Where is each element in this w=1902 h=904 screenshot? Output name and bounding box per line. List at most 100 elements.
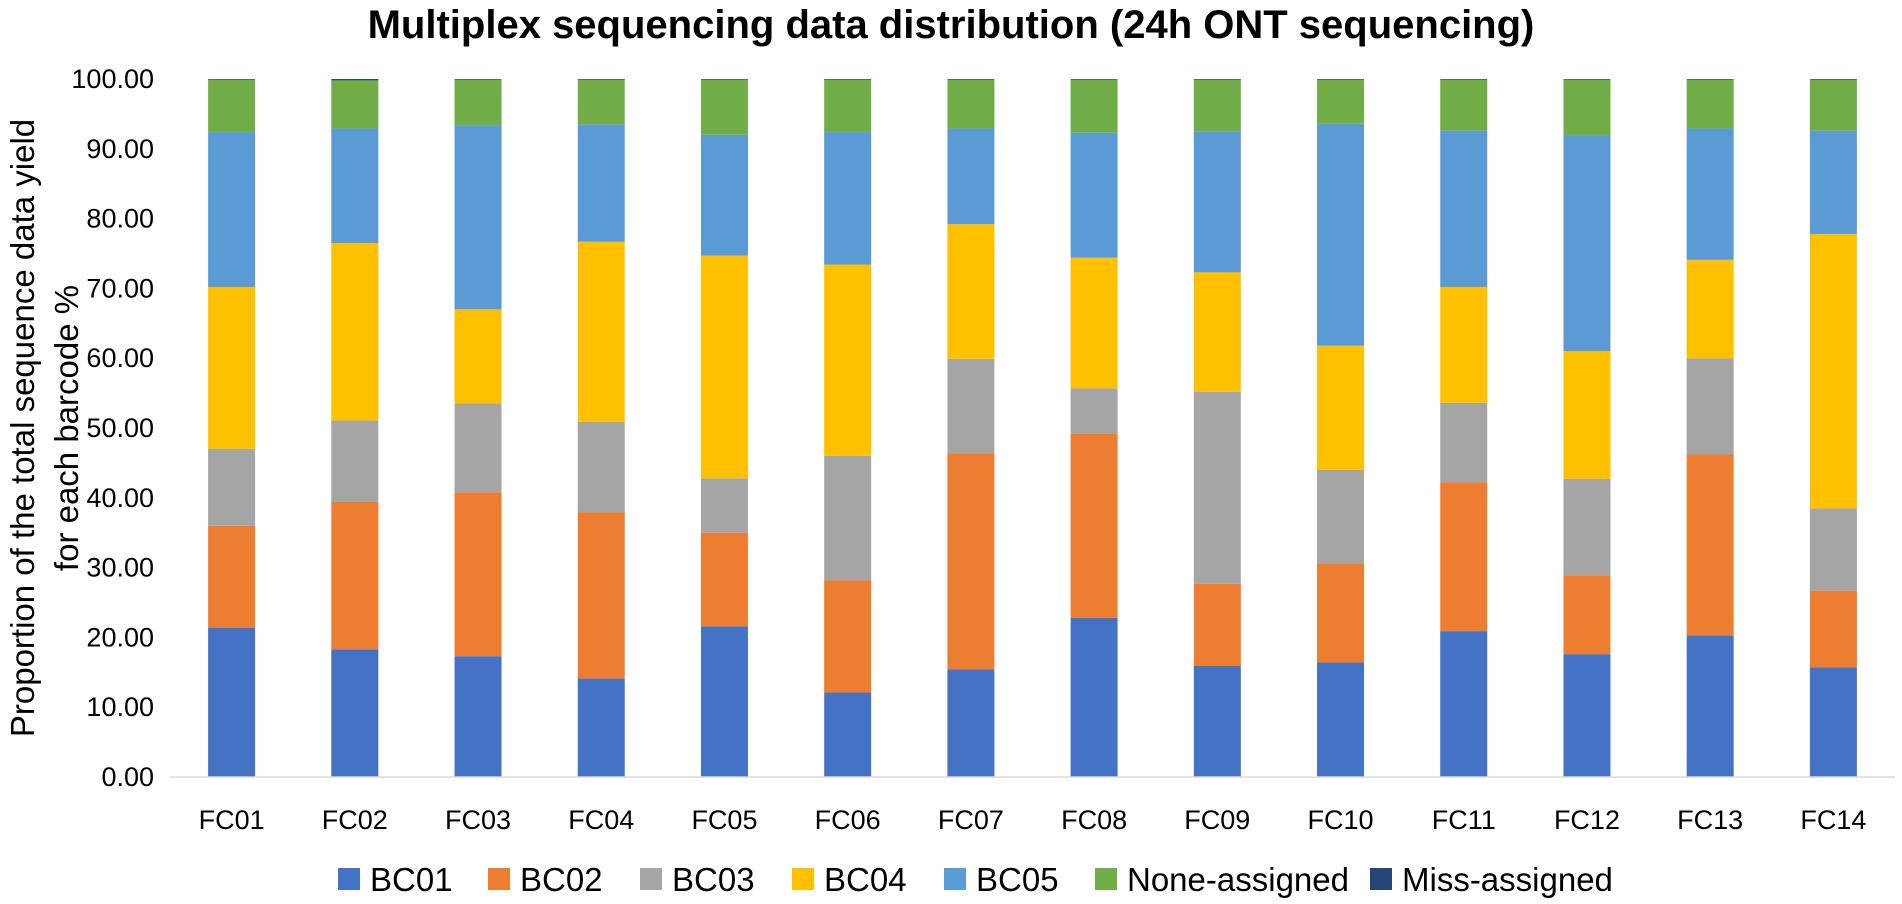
chart-title: Multiplex sequencing data distribution (… (367, 3, 1535, 47)
x-axis-ticks: FC01 FC02 FC03 FC04 FC05 FC06 FC07 FC08 FC09 FC10… (199, 805, 1867, 835)
legend-label-bc03: BC03 (672, 861, 755, 898)
legend-swatch-bc01 (338, 868, 360, 890)
bar-segment-bc03-fc12 (1563, 478, 1611, 576)
bar-segment-miss-assigned-fc03 (454, 79, 502, 80)
bar-segment-bc05-fc12 (1563, 135, 1611, 352)
bar-segment-miss-assigned-fc06 (824, 79, 872, 80)
y-tick-label: 40.00 (86, 483, 154, 513)
bar-segment-miss-assigned-fc09 (1193, 79, 1241, 80)
bar-segment-bc02-fc05 (700, 532, 748, 627)
bar-segment-bc03-fc14 (1809, 508, 1857, 591)
bar-segment-bc04-fc04 (577, 241, 625, 422)
bar-segment-miss-assigned-fc14 (1809, 79, 1857, 80)
x-tick-label: FC11 (1432, 805, 1496, 835)
legend-label-bc01: BC01 (370, 861, 453, 898)
bar-segment-bc04-fc09 (1193, 272, 1241, 392)
y-tick-label: 50.00 (86, 413, 154, 443)
bar-segment-bc05-fc13 (1686, 128, 1734, 260)
x-tick-label: FC10 (1308, 805, 1374, 835)
bar-segment-bc05-fc14 (1809, 130, 1857, 234)
y-axis-title-line: Proportion of the total sequence data yi… (4, 119, 41, 737)
bar-segment-bc04-fc11 (1440, 287, 1488, 403)
bar-segment-bc01-fc06 (824, 692, 872, 777)
bar-segment-none-assigned-fc12 (1563, 79, 1611, 136)
legend-swatch-miss-assigned (1370, 868, 1392, 890)
x-tick-label: FC12 (1554, 805, 1620, 835)
bar-segment-bc03-fc10 (1317, 469, 1365, 564)
bar-segment-bc04-fc13 (1686, 259, 1734, 359)
bar-segment-bc01-fc04 (577, 678, 625, 777)
bar-segment-bc03-fc05 (700, 478, 748, 533)
bar-segment-bc04-fc10 (1317, 345, 1365, 470)
bar-segment-bc02-fc04 (577, 512, 625, 679)
x-tick-label: FC06 (815, 805, 881, 835)
bar-segment-bc01-fc09 (1193, 666, 1241, 777)
x-tick-label: FC05 (691, 805, 757, 835)
legend-swatch-bc03 (640, 868, 662, 890)
y-tick-label: 70.00 (86, 273, 154, 303)
bar-segment-bc04-fc07 (947, 224, 995, 359)
bar-segment-none-assigned-fc09 (1193, 79, 1241, 132)
bar-segment-miss-assigned-fc10 (1317, 79, 1365, 80)
bar-segment-bc05-fc08 (1070, 132, 1118, 258)
bar-segment-miss-assigned-fc02 (331, 79, 379, 81)
bar-segment-none-assigned-fc06 (824, 79, 872, 133)
bar-segment-none-assigned-fc04 (577, 79, 625, 125)
bar-segment-bc04-fc12 (1563, 351, 1611, 479)
bar-segment-bc05-fc10 (1317, 123, 1365, 346)
bar-segment-bc01-fc08 (1070, 617, 1118, 777)
bar-segment-bc05-fc07 (947, 128, 995, 225)
y-axis-ticks: 0.00 10.00 20.00 30.00 40.00 50.00 60.00 70.00 8… (71, 64, 154, 792)
bar-segment-bc02-fc06 (824, 580, 872, 693)
bar-segment-bc03-fc08 (1070, 388, 1118, 434)
bar-segment-bc05-fc06 (824, 132, 872, 265)
y-tick-label: 30.00 (86, 553, 154, 583)
y-tick-label: 20.00 (86, 622, 154, 652)
bar-segment-none-assigned-fc11 (1440, 79, 1488, 131)
y-tick-label: 10.00 (86, 692, 154, 722)
bar-segment-bc03-fc01 (208, 448, 256, 526)
bar-segment-bc01-fc11 (1440, 631, 1488, 777)
bars (208, 79, 1857, 777)
bar-segment-miss-assigned-fc01 (208, 79, 256, 80)
bar-segment-bc04-fc08 (1070, 257, 1118, 389)
bar-segment-none-assigned-fc03 (454, 79, 502, 126)
bar-segment-bc04-fc02 (331, 243, 379, 421)
bar-segment-miss-assigned-fc08 (1070, 79, 1118, 80)
bar-segment-miss-assigned-fc12 (1563, 79, 1611, 80)
bar-segment-none-assigned-fc13 (1686, 79, 1734, 129)
bar-segment-miss-assigned-fc11 (1440, 79, 1488, 80)
x-tick-label: FC09 (1184, 805, 1250, 835)
legend-swatch-bc05 (944, 868, 966, 890)
y-axis-label: Proportion of the total sequence data yi… (4, 119, 85, 737)
bar-segment-none-assigned-fc02 (331, 80, 379, 129)
legend-label-bc02: BC02 (520, 861, 603, 898)
x-tick-label: FC14 (1800, 805, 1866, 835)
bar-segment-bc03-fc02 (331, 420, 379, 502)
bar-segment-miss-assigned-fc05 (700, 79, 748, 80)
bar-segment-none-assigned-fc08 (1070, 79, 1118, 133)
bar-segment-bc05-fc01 (208, 132, 256, 288)
bar-segment-none-assigned-fc07 (947, 79, 995, 129)
bar-segment-bc04-fc01 (208, 287, 256, 449)
legend-label-bc04: BC04 (824, 861, 907, 898)
legend-label-bc05: BC05 (976, 861, 1059, 898)
y-tick-label: 80.00 (86, 204, 154, 234)
legend-label-miss-assigned: Miss-assigned (1402, 861, 1613, 898)
bar-segment-bc03-fc03 (454, 403, 502, 493)
bar-segment-bc01-fc05 (700, 626, 748, 777)
bar-segment-bc01-fc03 (454, 656, 502, 777)
bar-segment-bc02-fc02 (331, 501, 379, 650)
legend-swatch-bc02 (488, 868, 510, 890)
bar-segment-bc02-fc03 (454, 492, 502, 657)
bar-segment-bc03-fc09 (1193, 391, 1241, 584)
bar-segment-miss-assigned-fc13 (1686, 79, 1734, 80)
bar-segment-bc02-fc11 (1440, 482, 1488, 632)
bar-segment-bc05-fc09 (1193, 131, 1241, 273)
bar-segment-miss-assigned-fc04 (577, 79, 625, 80)
legend: BC01 BC02 BC03 BC04 BC05 None-assigned Miss-as… (338, 861, 1613, 898)
y-axis-title-line: for each barcode % (48, 285, 85, 571)
bar-segment-bc02-fc09 (1193, 583, 1241, 667)
bar-segment-bc02-fc14 (1809, 590, 1857, 668)
